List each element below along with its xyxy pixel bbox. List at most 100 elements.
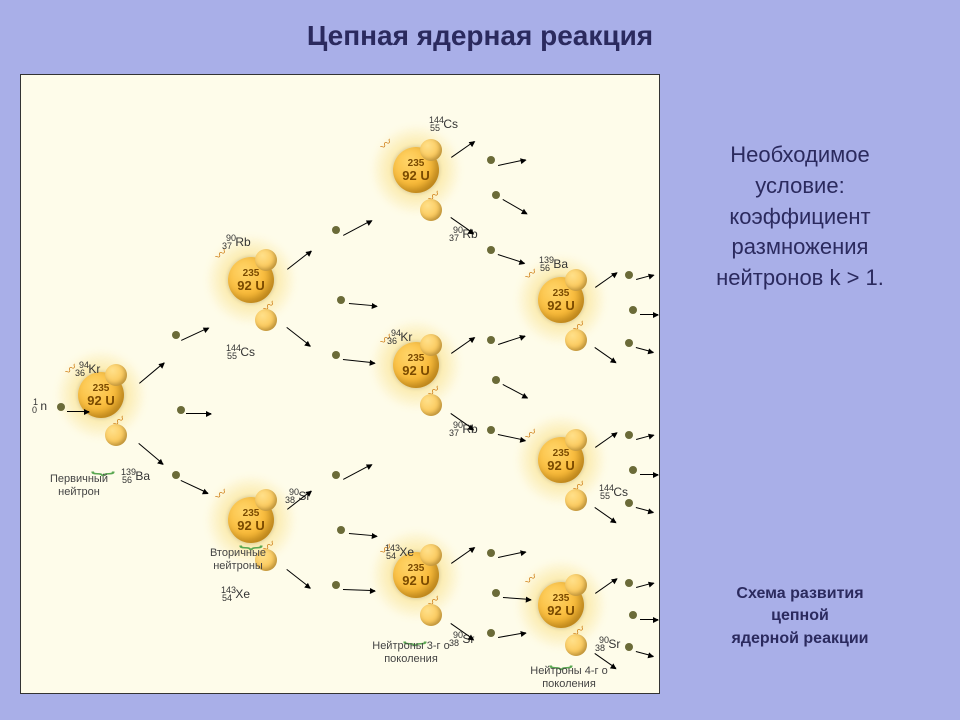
isotope-label: 14455 Cs	[429, 115, 458, 133]
fission-fragment	[565, 574, 587, 596]
isotope-label: 14354 Xe	[221, 585, 250, 603]
neutron-label: 10 n	[33, 397, 47, 415]
fission-fragment	[420, 334, 442, 356]
fission-fragment	[255, 489, 277, 511]
fission-fragment	[105, 424, 127, 446]
condition-line: нейтронов k > 1.	[670, 263, 930, 294]
arrow-icon	[640, 619, 658, 620]
arrow-icon	[636, 651, 654, 657]
neutron-dot	[332, 351, 340, 359]
arrow-icon	[286, 327, 310, 346]
caption-line: цепной	[670, 605, 930, 627]
condition-line: размножения	[670, 232, 930, 263]
arrow-icon	[186, 413, 211, 414]
isotope-label: 14455 Cs	[226, 343, 255, 361]
arrow-icon	[503, 384, 528, 398]
neutron-dot	[337, 296, 345, 304]
neutron-dot	[492, 376, 500, 384]
arrow-icon	[640, 474, 658, 475]
arrow-icon	[138, 443, 163, 464]
arrow-icon	[498, 434, 526, 441]
diagram-frame: 23592 U〰〰23592 U〰〰23592 U〰〰23592 U〰〰2359…	[20, 74, 660, 694]
neutron-dot	[487, 629, 495, 637]
fission-fragment	[420, 394, 442, 416]
isotope-label: 9436 Kr	[391, 328, 412, 346]
neutron-dot	[332, 581, 340, 589]
neutron-dot	[172, 471, 180, 479]
page-title: Цепная ядерная реакция	[0, 20, 960, 52]
generation-label: Нейтроны 3-г о поколения	[361, 640, 461, 666]
neutron-dot	[492, 191, 500, 199]
generation-label: Нейтроны 4-г о поколения	[519, 665, 619, 691]
arrow-icon	[498, 254, 525, 264]
neutron-dot	[487, 336, 495, 344]
arrow-icon	[67, 411, 89, 412]
arrow-icon	[636, 434, 654, 440]
neutron-dot	[487, 156, 495, 164]
fission-fragment	[420, 199, 442, 221]
arrow-icon	[636, 347, 654, 353]
condition-line: условие:	[670, 171, 930, 202]
arrow-icon	[636, 274, 654, 280]
arrow-icon	[636, 582, 654, 588]
fission-fragment	[565, 489, 587, 511]
isotope-label: 9037 Rb	[226, 233, 251, 251]
diagram-canvas: 23592 U〰〰23592 U〰〰23592 U〰〰23592 U〰〰2359…	[21, 75, 659, 693]
arrow-icon	[343, 220, 372, 236]
neutron-dot	[625, 579, 633, 587]
arrow-icon	[498, 632, 526, 638]
isotope-label: 14455 Cs	[599, 483, 628, 501]
arrow-icon	[498, 551, 526, 558]
arrow-icon	[349, 303, 377, 306]
fission-fragment	[565, 329, 587, 351]
arrow-icon	[343, 464, 372, 480]
caption-line: ядерной реакции	[670, 628, 930, 650]
fission-fragment	[565, 429, 587, 451]
arrow-icon	[343, 359, 375, 363]
neutron-dot	[625, 643, 633, 651]
neutron-dot	[487, 246, 495, 254]
fission-fragment	[105, 364, 127, 386]
neutron-dot	[57, 403, 65, 411]
isotope-label: 14354 Xe	[385, 543, 414, 561]
arrow-icon	[286, 569, 310, 588]
neutron-dot	[625, 271, 633, 279]
arrow-icon	[594, 347, 616, 363]
fission-fragment	[255, 309, 277, 331]
neutron-dot	[492, 589, 500, 597]
neutron-dot	[337, 526, 345, 534]
neutron-dot	[629, 466, 637, 474]
neutron-dot	[172, 331, 180, 339]
neutron-dot	[487, 549, 495, 557]
arrow-icon	[349, 533, 377, 536]
fission-fragment	[420, 544, 442, 566]
neutron-dot	[625, 339, 633, 347]
arrow-icon	[498, 335, 525, 345]
caption-line: Схема развития	[670, 583, 930, 605]
neutron-dot	[332, 471, 340, 479]
arrow-icon	[343, 589, 375, 591]
condition-line: коэффициент	[670, 202, 930, 233]
isotope-label: 9436 Kr	[79, 360, 100, 378]
neutron-dot	[487, 426, 495, 434]
arrow-icon	[636, 507, 654, 513]
fission-fragment	[255, 249, 277, 271]
neutron-dot	[625, 431, 633, 439]
condition-text: Необходимоеусловие:коэффициентразмножени…	[670, 140, 930, 294]
generation-label: Вторичные нейтроны	[193, 547, 283, 573]
isotope-label: 13956 Ba	[121, 467, 150, 485]
arrow-icon	[498, 159, 526, 166]
neutron-dot	[629, 611, 637, 619]
neutron-dot	[629, 306, 637, 314]
arrow-icon	[181, 327, 209, 341]
isotope-label: 9038 Sr	[599, 635, 620, 653]
arrow-icon	[181, 480, 209, 494]
arrow-icon	[139, 362, 164, 383]
arrow-icon	[640, 314, 658, 315]
diagram-caption: Схема развитияцепнойядерной реакции	[670, 583, 930, 650]
generation-label: Первичный нейтрон	[39, 473, 119, 499]
neutron-dot	[332, 226, 340, 234]
fission-fragment	[420, 139, 442, 161]
fission-fragment	[565, 269, 587, 291]
neutron-dot	[177, 406, 185, 414]
